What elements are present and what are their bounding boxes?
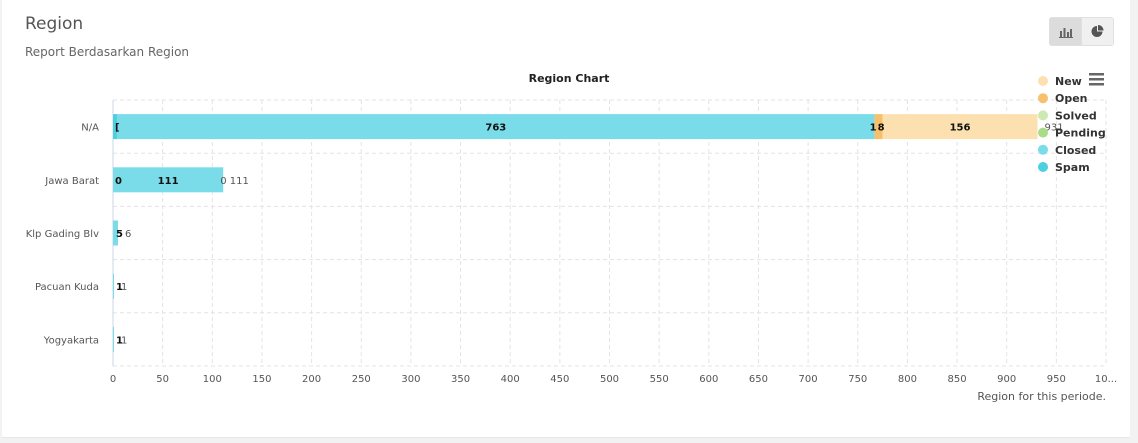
legend-label-new: New	[1055, 75, 1082, 88]
x-tick-label: 400	[501, 374, 520, 385]
page-subtitle: Report Berdasarkan Region	[25, 45, 190, 59]
bar-open	[874, 114, 883, 140]
x-tick-label: 100	[203, 374, 222, 385]
x-tick-label: 550	[650, 374, 669, 385]
data-label-stack: 1	[870, 123, 877, 134]
y-axis-labels: N/A Jawa Barat Klp Gading Blv Pacuan Kuda Yo…	[26, 123, 99, 347]
x-tick-label: 850	[948, 374, 967, 385]
data-label-closed: 1	[116, 335, 123, 346]
bar-chart-icon	[1058, 27, 1073, 38]
chart-legend: New Open Solved Pending Closed Spam	[1038, 75, 1106, 174]
legend-marker-closed	[1038, 144, 1048, 155]
legend-label-solved: Solved	[1055, 109, 1097, 122]
y-category-label: Pacuan Kuda	[35, 282, 99, 293]
x-tick-label: 700	[799, 374, 818, 385]
data-label-total: 0 111	[220, 176, 249, 187]
data-label-total: 6	[125, 229, 131, 240]
x-tick-label: 50	[156, 374, 169, 385]
legend-marker-new	[1038, 76, 1048, 86]
legend-label-pending: Pending	[1055, 127, 1106, 140]
data-label-total: 1	[121, 335, 127, 346]
bar-view-button[interactable]	[1049, 17, 1082, 46]
data-label-closed: 5	[116, 229, 123, 240]
x-tick-label: 150	[252, 374, 271, 385]
chart-grid	[112, 99, 1107, 367]
x-tick-label: 900	[997, 374, 1016, 385]
x-tick-label: 0	[110, 374, 116, 385]
legend-marker-spam	[1038, 162, 1048, 172]
x-tick-label: 200	[302, 374, 321, 385]
y-category-label: N/A	[81, 123, 99, 134]
data-label-closed: 111	[158, 176, 179, 187]
legend-label-open: Open	[1055, 92, 1088, 105]
y-category-label: Jawa Barat	[44, 176, 99, 187]
chart-bars	[113, 114, 1038, 352]
chart-type-toggle	[1049, 17, 1114, 46]
page-title: Region	[25, 14, 84, 34]
data-label-spam: 0	[115, 176, 122, 187]
x-tick-label: 600	[699, 374, 718, 385]
data-label-new: 156	[950, 123, 971, 134]
bar-closed	[113, 326, 114, 352]
data-label-total: 1	[121, 282, 127, 293]
x-tick-label: 950	[1047, 374, 1066, 385]
hamburger-menu-icon	[1089, 73, 1104, 76]
chart-menu-button[interactable]	[1089, 73, 1104, 86]
chart-footer-label: Region for this periode.	[977, 390, 1106, 403]
x-tick-label: 750	[848, 374, 867, 385]
bar-closed	[116, 114, 875, 140]
bar-new	[882, 114, 1038, 140]
x-tick-label: 500	[600, 374, 619, 385]
x-tick-label: 650	[749, 374, 768, 385]
bar-closed	[113, 220, 118, 246]
legend-marker-open	[1038, 93, 1048, 104]
y-category-label: Klp Gading Blv	[26, 229, 99, 240]
x-tick-label: 350	[451, 374, 470, 385]
pie-chart-icon	[1091, 25, 1104, 37]
legend-label-spam: Spam	[1055, 161, 1090, 174]
data-label-open: 8	[878, 123, 885, 134]
legend-marker-solved	[1038, 110, 1048, 121]
x-tick-label: 10...	[1095, 374, 1117, 385]
x-tick-label: 300	[401, 374, 420, 385]
bar-spam	[113, 114, 117, 140]
x-axis-labels: 0 50 100 150 200 250 300 350 400 450 500 550 600 650 7…	[110, 374, 1117, 385]
chart-title: Region Chart	[529, 72, 610, 85]
pie-view-button[interactable]	[1082, 17, 1114, 46]
x-tick-label: 450	[550, 374, 569, 385]
legend-label-closed: Closed	[1055, 144, 1096, 157]
data-label-spam: [	[115, 123, 120, 134]
legend-marker-pending	[1038, 127, 1048, 138]
data-label-closed: 763	[485, 123, 506, 134]
data-label-total: 931	[1044, 123, 1063, 134]
bar-closed	[113, 167, 224, 193]
y-category-label: Yogyakarta	[43, 335, 99, 346]
data-label-closed: 1	[116, 282, 123, 293]
x-tick-label: 250	[352, 374, 371, 385]
x-tick-label: 800	[898, 374, 917, 385]
bar-closed	[113, 273, 114, 299]
